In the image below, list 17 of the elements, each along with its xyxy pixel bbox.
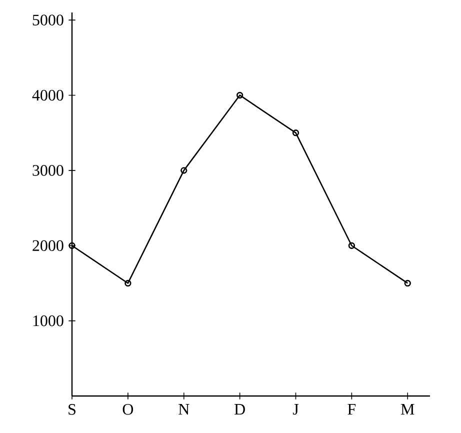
y-tick-label: 2000	[32, 240, 64, 252]
point	[124, 280, 132, 287]
y-tick-label: 3000	[32, 165, 64, 176]
x-tick-label: N	[178, 404, 190, 415]
y-tick-label: 1000	[33, 315, 64, 326]
x-tick-label: J	[292, 404, 299, 415]
x-tick-label: D	[234, 404, 245, 415]
x-tick-label: O	[122, 404, 134, 415]
point	[236, 92, 244, 99]
point	[180, 167, 188, 174]
y-tick-label: 5000	[32, 14, 64, 26]
y-tick-label: 4000	[32, 90, 64, 101]
x-tick-label: M	[400, 404, 414, 415]
point	[348, 242, 356, 249]
x-tick-label: S	[68, 404, 76, 415]
x-tick-label: F	[348, 404, 356, 415]
point	[292, 129, 300, 136]
